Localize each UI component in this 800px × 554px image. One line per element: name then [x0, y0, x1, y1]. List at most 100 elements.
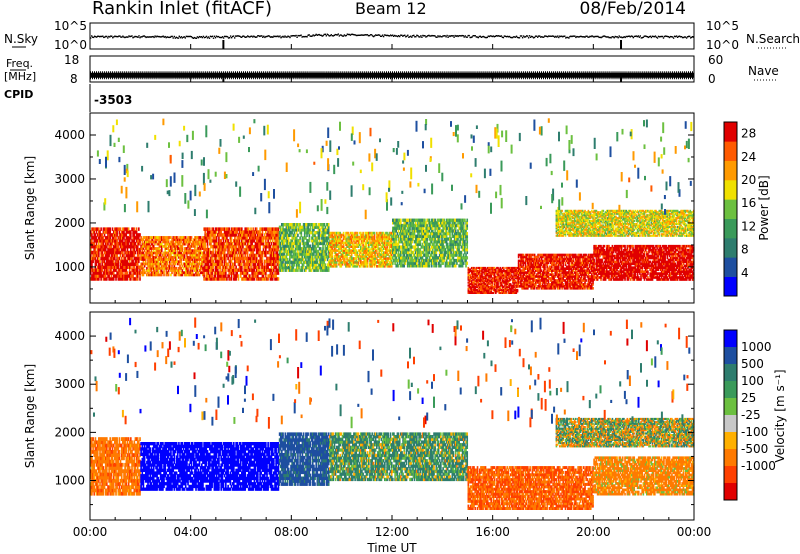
heatmap-cell — [132, 274, 134, 278]
freq-point — [679, 71, 681, 80]
heatmap-cell — [122, 277, 124, 281]
heatmap-cell — [110, 262, 113, 266]
noise-point — [379, 35, 382, 37]
noise-point — [241, 36, 243, 38]
heatmap-cell — [114, 233, 116, 237]
heatmap-cell — [144, 262, 147, 266]
heatmap-cell — [171, 260, 173, 264]
freq-point — [541, 71, 542, 80]
noise-point — [308, 34, 310, 36]
heatmap-cell — [158, 249, 161, 253]
heatmap-cell — [124, 247, 126, 252]
heatmap-cell — [107, 253, 109, 258]
heatmap-cell — [110, 274, 113, 278]
heatmap-cell — [132, 265, 134, 269]
heatmap-cell — [148, 264, 150, 268]
heatmap-cell — [166, 262, 169, 266]
heatmap-cell — [136, 271, 139, 275]
heatmap-cell — [135, 256, 138, 261]
heatmap-cell — [122, 233, 124, 237]
freq-point — [671, 71, 673, 80]
heatmap-cell — [98, 259, 100, 264]
heatmap-cell — [117, 236, 120, 240]
heatmap-cell — [147, 271, 149, 275]
heatmap-cell — [134, 259, 137, 264]
heatmap-cell — [131, 250, 133, 255]
heatmap-cell — [116, 256, 118, 261]
heatmap-cell — [175, 269, 178, 272]
heatmap-cell — [99, 265, 101, 269]
noise-point — [311, 35, 313, 37]
noise-point — [326, 33, 328, 35]
heatmap-cell — [151, 273, 154, 277]
freq-point — [643, 71, 645, 80]
noise-point — [167, 36, 169, 38]
freq-point — [569, 71, 571, 80]
heatmap-cell — [140, 255, 142, 259]
heatmap-cell — [183, 242, 186, 246]
freq-point — [92, 71, 93, 80]
noise-point — [105, 35, 107, 38]
freq-point — [454, 71, 456, 80]
heatmap-cell — [158, 262, 161, 266]
heatmap-cell — [102, 236, 105, 240]
noise-point — [171, 35, 173, 38]
heatmap-cell — [112, 277, 115, 281]
noise-point — [449, 35, 451, 38]
heatmap-cell — [130, 262, 132, 266]
heatmap-cell — [110, 247, 113, 252]
heatmap-cell — [107, 265, 109, 269]
heatmap-cell — [110, 242, 113, 246]
heatmap-cell — [132, 247, 134, 252]
noise-point — [332, 35, 334, 37]
noise-point — [560, 35, 562, 38]
heatmap-cell — [179, 244, 181, 248]
noise-point — [176, 37, 178, 39]
heatmap-cell — [181, 238, 184, 242]
noise-point — [342, 35, 345, 37]
heatmap-cell — [174, 271, 177, 275]
heatmap-cell — [96, 277, 99, 281]
heatmap-cell — [111, 233, 114, 237]
freq-point — [404, 71, 406, 80]
heatmap-cell — [179, 255, 181, 259]
heatmap-cell — [173, 271, 176, 275]
freq-point — [323, 71, 325, 80]
heatmap-cell — [167, 255, 170, 259]
freq-point — [202, 71, 204, 80]
heatmap-cell — [156, 273, 158, 277]
freq-point — [685, 71, 687, 80]
freq-point — [156, 71, 158, 80]
noise-point — [185, 35, 187, 38]
noise-point — [507, 36, 510, 38]
noise-point — [650, 36, 653, 39]
heatmap-cell — [94, 268, 97, 272]
heatmap-cell — [157, 240, 160, 244]
noise-point — [300, 34, 302, 36]
heatmap-cell — [162, 253, 164, 257]
noise-point — [94, 35, 96, 37]
heatmap-cell — [160, 244, 163, 248]
heatmap-cell — [136, 268, 139, 272]
heatmap-cell — [180, 236, 183, 239]
freq-point — [615, 71, 617, 80]
heatmap-cell — [95, 253, 98, 258]
noise-point — [463, 36, 465, 38]
noise-point — [210, 36, 213, 38]
heatmap-cell — [104, 277, 107, 281]
freq-point — [524, 71, 526, 80]
noise-point — [561, 35, 563, 37]
heatmap-cell — [94, 262, 97, 266]
heatmap-cell — [141, 244, 144, 248]
noise-point — [506, 35, 509, 38]
heatmap-cell — [160, 247, 163, 250]
freq-right-tick-bottom: 0 — [708, 72, 716, 86]
heatmap-cell — [174, 236, 177, 239]
freq-point — [186, 71, 188, 80]
heatmap-cell — [174, 260, 177, 264]
freq-point — [130, 71, 132, 80]
heatmap-cell — [127, 242, 130, 246]
noise-point — [136, 36, 138, 38]
heatmap-cell — [100, 244, 102, 249]
freq-point — [100, 71, 102, 80]
